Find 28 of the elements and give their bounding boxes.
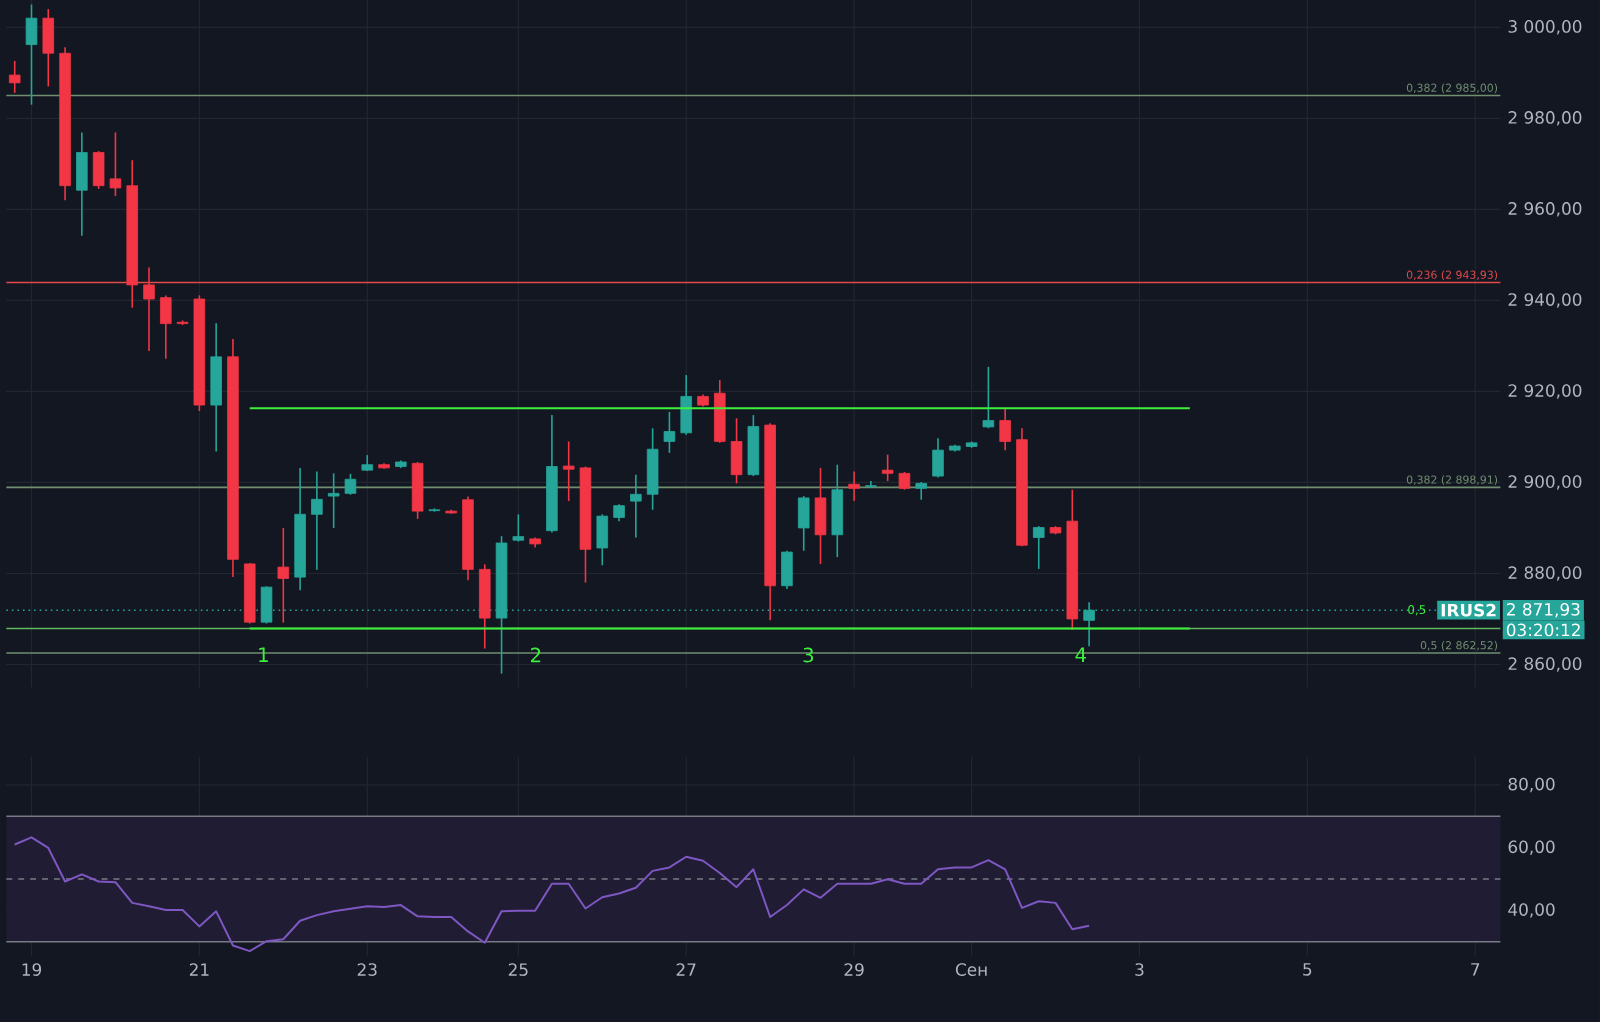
- annotation: 1: [259, 647, 268, 663]
- y-tick-label: 2 960,00: [1508, 202, 1582, 217]
- annotation: IRUS2: [1441, 603, 1496, 617]
- text: 03:20:12: [1506, 623, 1580, 637]
- y-tick-label: 2 940,00: [1508, 293, 1582, 308]
- x-tick-label: 21: [189, 963, 209, 976]
- x-tick-label: Сен: [955, 963, 987, 977]
- annotation: 3: [803, 647, 814, 663]
- y-tick-label: 2 860,00: [1508, 657, 1582, 672]
- y-tick-label: 40,00: [1508, 903, 1555, 918]
- ref-line-label: 2 871,93: [1507, 603, 1580, 618]
- x-tick-label: 5: [1303, 963, 1312, 976]
- annotation: 4: [1075, 647, 1087, 663]
- y-tick-label: 2 880,00: [1508, 566, 1582, 581]
- y-tick-label: 3 000,00: [1508, 20, 1582, 35]
- annotation: 2: [531, 647, 541, 663]
- x-tick-label: 29: [844, 963, 864, 977]
- x-tick-label: 19: [22, 963, 42, 977]
- y-tick-label: 2 900,00: [1508, 475, 1582, 490]
- x-tick-label: 27: [676, 963, 696, 976]
- x-tick-label: 3: [1135, 963, 1144, 977]
- x-tick-label: 7: [1471, 963, 1480, 976]
- y-tick-label: 80,00: [1508, 777, 1555, 793]
- x-tick-label: 25: [508, 963, 528, 977]
- y-tick-label: 2 980,00: [1508, 111, 1582, 126]
- y-tick-label: 2 920,00: [1508, 384, 1582, 399]
- x-tick-label: 23: [357, 963, 377, 977]
- y-tick-label: 60,00: [1508, 840, 1555, 855]
